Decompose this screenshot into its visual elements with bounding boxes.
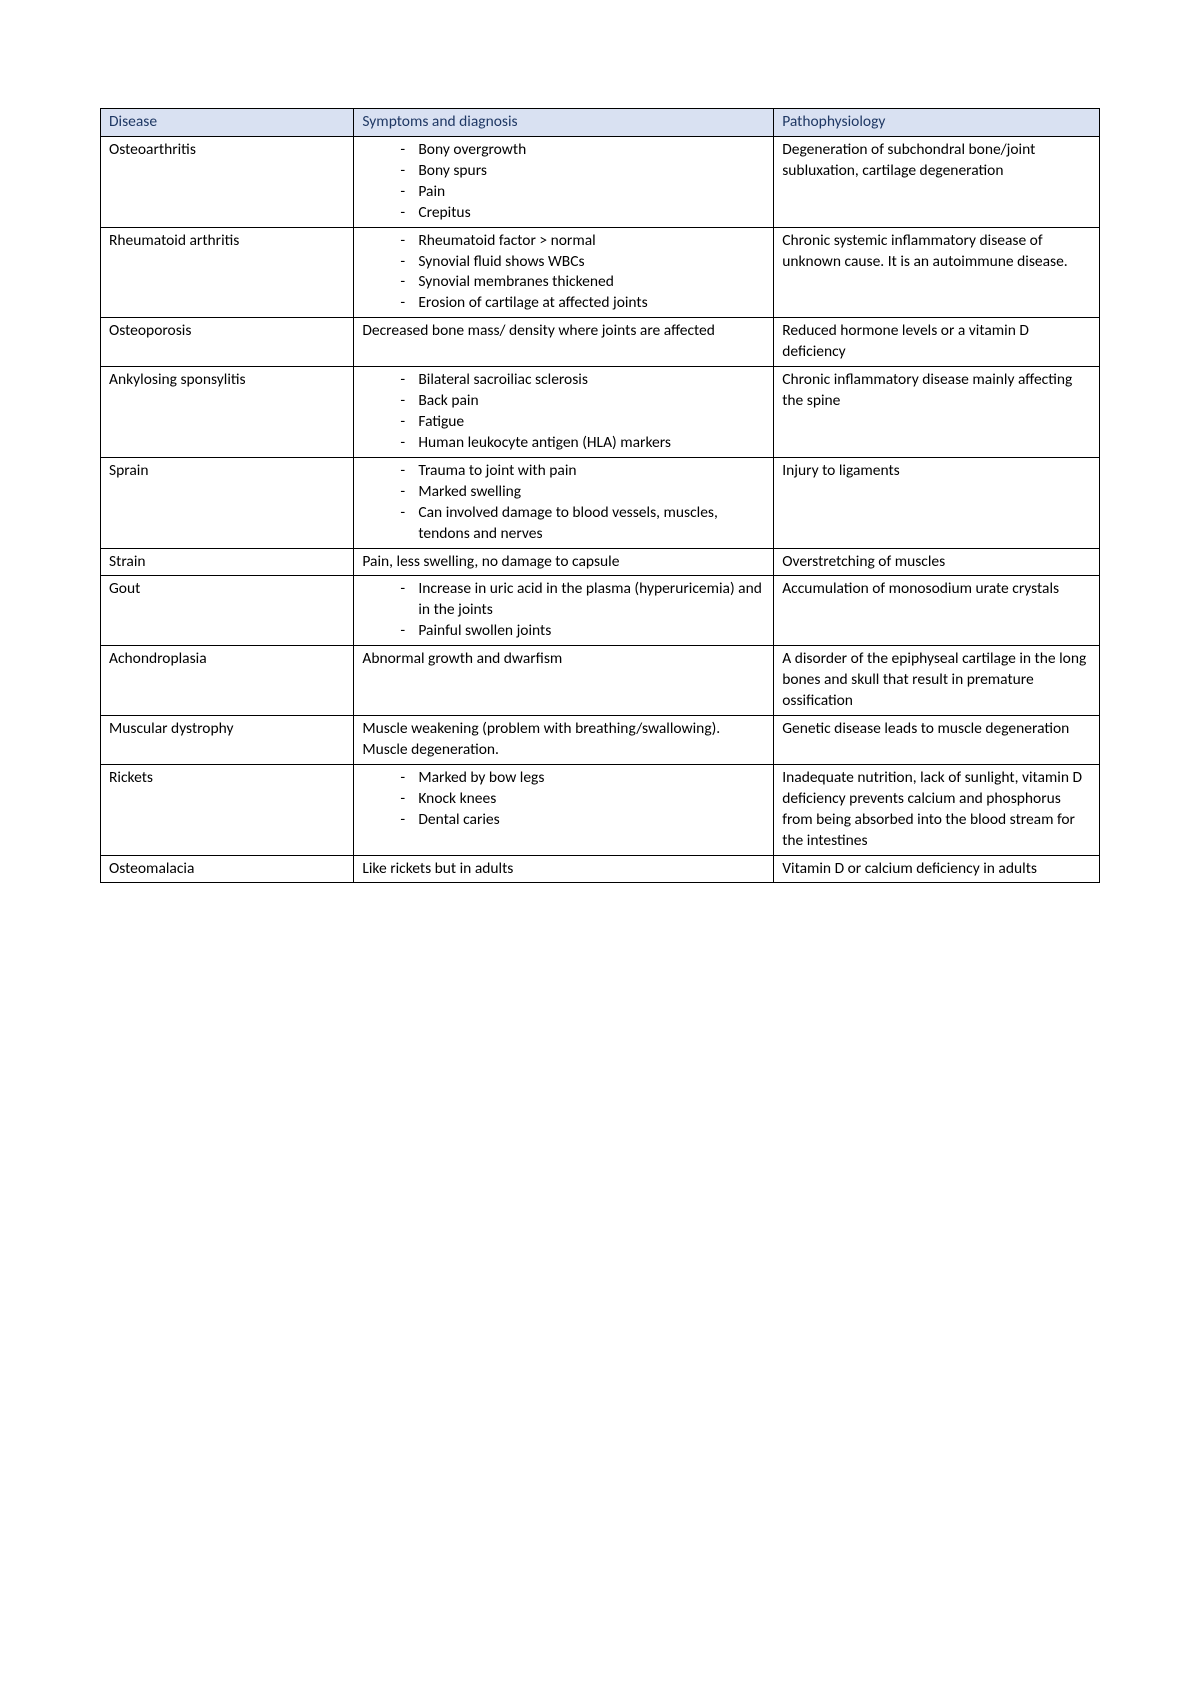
- table-row: OsteoarthritisBony overgrowthBony spursP…: [101, 136, 1100, 227]
- symptoms-list: Marked by bow legsKnock kneesDental cari…: [362, 768, 765, 831]
- cell-symptoms: Like rickets but in adults: [354, 855, 774, 883]
- table-row: RicketsMarked by bow legsKnock kneesDent…: [101, 764, 1100, 855]
- disease-table: Disease Symptoms and diagnosis Pathophys…: [100, 108, 1100, 883]
- table-row: AchondroplasiaAbnormal growth and dwarfi…: [101, 646, 1100, 716]
- symptoms-list: Rheumatoid factor > normalSynovial fluid…: [362, 231, 765, 315]
- cell-symptoms: Bilateral sacroiliac sclerosisBack painF…: [354, 367, 774, 458]
- cell-disease: Rickets: [101, 764, 354, 855]
- cell-disease: Muscular dystrophy: [101, 715, 354, 764]
- cell-disease: Osteoporosis: [101, 318, 354, 367]
- table-body: OsteoarthritisBony overgrowthBony spursP…: [101, 136, 1100, 883]
- list-item: Rheumatoid factor > normal: [400, 231, 765, 252]
- list-item: Knock knees: [400, 789, 765, 810]
- table-row: Gout Increase in uric acid in the plasma …: [101, 576, 1100, 646]
- table-row: Rheumatoid arthritisRheumatoid factor > …: [101, 227, 1100, 318]
- table-row: OsteomalaciaLike rickets but in adultsVi…: [101, 855, 1100, 883]
- symptoms-list: Trauma to joint with painMarked swelling…: [362, 461, 765, 545]
- list-item: Dental caries: [400, 810, 765, 831]
- list-item: Can involved damage to blood vessels, mu…: [400, 503, 765, 545]
- list-item: Bilateral sacroiliac sclerosis: [400, 370, 765, 391]
- col-header-symptoms: Symptoms and diagnosis: [354, 109, 774, 137]
- symptoms-list: Bilateral sacroiliac sclerosisBack painF…: [362, 370, 765, 454]
- cell-patho: A disorder of the epiphyseal cartilage i…: [774, 646, 1100, 716]
- cell-symptoms: Increase in uric acid in the plasma (hyp…: [354, 576, 774, 646]
- cell-symptoms: Marked by bow legsKnock kneesDental cari…: [354, 764, 774, 855]
- cell-disease: Rheumatoid arthritis: [101, 227, 354, 318]
- list-item: Erosion of cartilage at affected joints: [400, 293, 765, 314]
- list-item: Synovial fluid shows WBCs: [400, 252, 765, 273]
- list-item: Crepitus: [400, 203, 765, 224]
- list-item: Marked swelling: [400, 482, 765, 503]
- table-row: Muscular dystrophyMuscle weakening (prob…: [101, 715, 1100, 764]
- cell-patho: Chronic inflammatory disease mainly affe…: [774, 367, 1100, 458]
- cell-disease: Achondroplasia: [101, 646, 354, 716]
- symptoms-list: Bony overgrowthBony spursPainCrepitus: [362, 140, 765, 224]
- cell-patho: Accumulation of monosodium urate crystal…: [774, 576, 1100, 646]
- cell-symptoms: Bony overgrowthBony spursPainCrepitus: [354, 136, 774, 227]
- table-row: StrainPain, less swelling, no damage to …: [101, 548, 1100, 576]
- list-item: Marked by bow legs: [400, 768, 765, 789]
- cell-symptoms: Decreased bone mass/ density where joint…: [354, 318, 774, 367]
- cell-patho: Chronic systemic inflammatory disease of…: [774, 227, 1100, 318]
- cell-patho: Genetic disease leads to muscle degenera…: [774, 715, 1100, 764]
- cell-patho: Inadequate nutrition, lack of sunlight, …: [774, 764, 1100, 855]
- list-item: Painful swollen joints: [400, 621, 765, 642]
- list-item: Synovial membranes thickened: [400, 272, 765, 293]
- list-item: Fatigue: [400, 412, 765, 433]
- list-item: Human leukocyte antigen (HLA) markers: [400, 433, 765, 454]
- list-item: Increase in uric acid in the plasma (hyp…: [400, 579, 765, 621]
- list-item: Bony overgrowth: [400, 140, 765, 161]
- symptoms-list: Increase in uric acid in the plasma (hyp…: [362, 579, 765, 642]
- cell-disease: Osteomalacia: [101, 855, 354, 883]
- cell-disease: Strain: [101, 548, 354, 576]
- list-item: Back pain: [400, 391, 765, 412]
- cell-symptoms: Pain, less swelling, no damage to capsul…: [354, 548, 774, 576]
- cell-disease: Osteoarthritis: [101, 136, 354, 227]
- cell-disease: Ankylosing sponsylitis: [101, 367, 354, 458]
- table-row: Ankylosing sponsylitisBilateral sacroili…: [101, 367, 1100, 458]
- cell-symptoms: Abnormal growth and dwarfism: [354, 646, 774, 716]
- list-item: Bony spurs: [400, 161, 765, 182]
- cell-symptoms: Muscle weakening (problem with breathing…: [354, 715, 774, 764]
- cell-patho: Overstretching of muscles: [774, 548, 1100, 576]
- cell-patho: Vitamin D or calcium deficiency in adult…: [774, 855, 1100, 883]
- cell-patho: Reduced hormone levels or a vitamin D de…: [774, 318, 1100, 367]
- list-item: Trauma to joint with pain: [400, 461, 765, 482]
- col-header-disease: Disease: [101, 109, 354, 137]
- list-item: Pain: [400, 182, 765, 203]
- cell-disease: Gout: [101, 576, 354, 646]
- cell-patho: Injury to ligaments: [774, 457, 1100, 548]
- cell-symptoms: Trauma to joint with painMarked swelling…: [354, 457, 774, 548]
- table-row: OsteoporosisDecreased bone mass/ density…: [101, 318, 1100, 367]
- table-row: SprainTrauma to joint with painMarked sw…: [101, 457, 1100, 548]
- cell-patho: Degeneration of subchondral bone/joint s…: [774, 136, 1100, 227]
- col-header-patho: Pathophysiology: [774, 109, 1100, 137]
- cell-disease: Sprain: [101, 457, 354, 548]
- cell-symptoms: Rheumatoid factor > normalSynovial fluid…: [354, 227, 774, 318]
- table-header: Disease Symptoms and diagnosis Pathophys…: [101, 109, 1100, 137]
